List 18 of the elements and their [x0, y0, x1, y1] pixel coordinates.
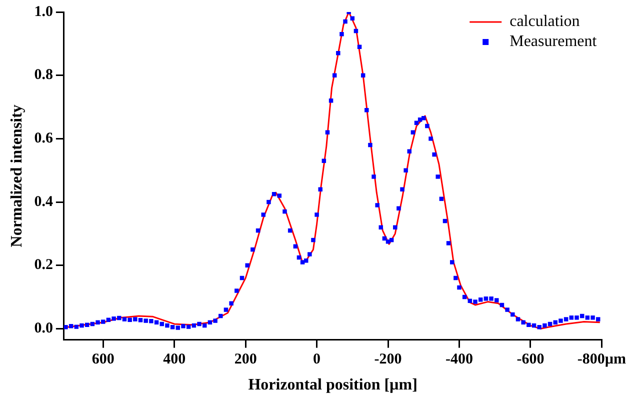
- x-tick-label: 600: [92, 352, 114, 368]
- x-axis-title: Horizontal position [µm]: [248, 376, 418, 394]
- legend-label: calculation: [510, 13, 580, 30]
- x-tick-label: -600: [516, 352, 544, 368]
- y-tick-label: 0.2: [34, 257, 53, 274]
- x-tick-label: -800µm: [577, 352, 626, 368]
- x-tick-label: 0: [313, 352, 321, 368]
- y-tick-label: 0.6: [34, 130, 54, 147]
- y-tick-label: 0.8: [34, 67, 53, 84]
- x-tick-label: 200: [234, 352, 257, 368]
- y-axis-title: Normalized intensity: [8, 104, 26, 248]
- y-tick-label: 0.4: [34, 194, 54, 210]
- y-tick-label: 0.0: [34, 320, 53, 337]
- x-tick-label: -400: [445, 352, 473, 368]
- y-tick-label: 1.0: [34, 4, 53, 20]
- legend-label: Measurement: [510, 33, 598, 50]
- x-tick-label: 400: [163, 352, 186, 368]
- x-tick-label: -200: [374, 352, 402, 368]
